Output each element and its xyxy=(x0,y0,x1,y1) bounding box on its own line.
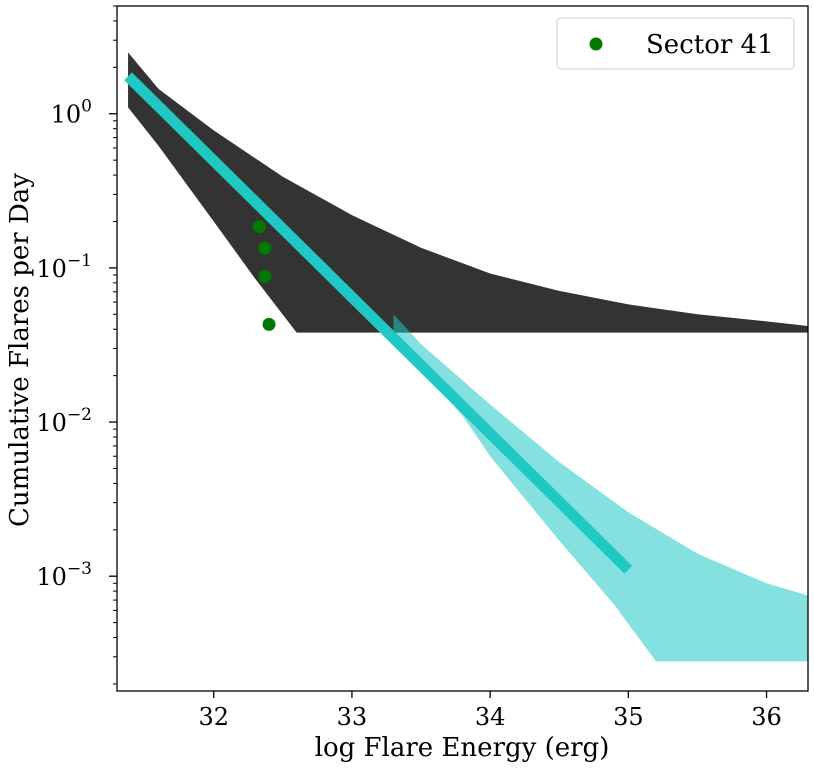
legend-box xyxy=(556,17,795,70)
legend-marker-sector-41 xyxy=(589,37,603,51)
model-fit-line xyxy=(124,72,633,574)
sector-41-point xyxy=(258,241,272,255)
posterior-band xyxy=(128,52,808,333)
plot-area xyxy=(124,52,808,662)
x-tick-label: 33 xyxy=(337,703,368,731)
x-tick-label: 34 xyxy=(475,703,506,731)
y-tick-label: 100 xyxy=(51,97,92,129)
x-tick-label: 35 xyxy=(613,703,644,731)
x-axis: 32 33 34 35 36 xyxy=(198,691,782,731)
y-tick-label: 10−3 xyxy=(36,559,92,591)
legend-label-sector-41: Sector 41 xyxy=(646,30,774,60)
y-axis: 100 10−1 10−2 10−3 xyxy=(36,5,117,685)
sector-41-point xyxy=(258,269,272,283)
model-draws-band xyxy=(393,314,808,662)
sector-41-point xyxy=(262,317,276,331)
y-tick-label: 10−2 xyxy=(36,405,92,437)
y-tick-label: 10−1 xyxy=(36,251,92,283)
legend: Sector 41 xyxy=(556,17,795,70)
x-tick-label: 32 xyxy=(198,703,229,731)
y-axis-label: Cumulative Flares per Day xyxy=(5,173,35,527)
x-tick-label: 36 xyxy=(751,703,782,731)
sector-41-point xyxy=(252,220,266,234)
x-axis-label: log Flare Energy (erg) xyxy=(315,733,610,763)
